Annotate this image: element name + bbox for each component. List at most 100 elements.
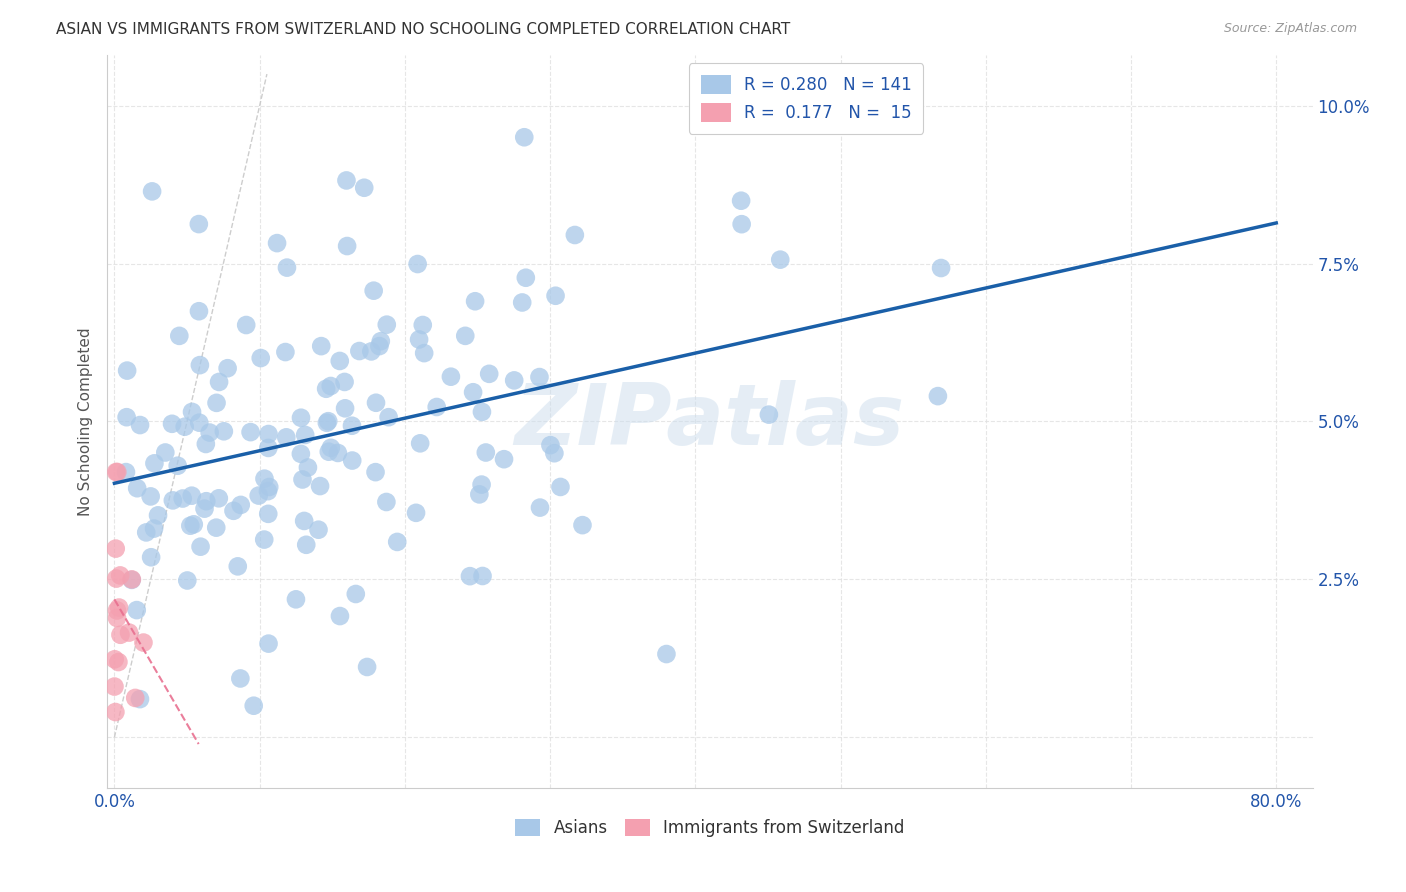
Point — [115, 410, 138, 425]
Point — [370, 334, 392, 349]
Text: Source: ZipAtlas.com: Source: ZipAtlas.com — [1223, 22, 1357, 36]
Point — [291, 473, 314, 487]
Point — [105, 611, 128, 625]
Point — [336, 239, 359, 253]
Point — [105, 465, 128, 479]
Point — [257, 637, 280, 651]
Point — [364, 396, 387, 410]
Point — [257, 480, 280, 494]
Point — [364, 465, 387, 479]
Point — [239, 425, 262, 439]
Point — [146, 508, 169, 523]
Point — [253, 533, 276, 547]
Point — [363, 284, 385, 298]
Point — [242, 698, 264, 713]
Point — [229, 498, 252, 512]
Point — [503, 373, 526, 387]
Point — [353, 180, 375, 194]
Point — [181, 405, 204, 419]
Point — [276, 430, 298, 444]
Point — [929, 260, 952, 275]
Point — [103, 680, 125, 694]
Point — [464, 294, 486, 309]
Point — [166, 458, 188, 473]
Point — [292, 514, 315, 528]
Point — [315, 416, 337, 430]
Point — [730, 217, 752, 231]
Point — [194, 437, 217, 451]
Point — [139, 490, 162, 504]
Point — [108, 568, 131, 582]
Point — [471, 405, 494, 419]
Point — [160, 417, 183, 431]
Point — [195, 494, 218, 508]
Point — [104, 652, 127, 666]
Point — [461, 385, 484, 400]
Point — [115, 363, 138, 377]
Point — [468, 487, 491, 501]
Point — [375, 495, 398, 509]
Point — [141, 185, 163, 199]
Point — [329, 609, 352, 624]
Point — [162, 493, 184, 508]
Point — [543, 446, 565, 460]
Point — [375, 318, 398, 332]
Point — [730, 194, 752, 208]
Point — [118, 625, 141, 640]
Point — [368, 339, 391, 353]
Point — [105, 603, 128, 617]
Point — [409, 436, 432, 450]
Legend: Asians, Immigrants from Switzerland: Asians, Immigrants from Switzerland — [508, 811, 912, 846]
Point — [309, 339, 332, 353]
Point — [107, 655, 129, 669]
Point — [471, 569, 494, 583]
Text: ZIPatlas: ZIPatlas — [515, 380, 905, 463]
Point — [758, 408, 780, 422]
Point — [257, 484, 280, 499]
Point — [143, 522, 166, 536]
Text: ASIAN VS IMMIGRANTS FROM SWITZERLAND NO SCHOOLING COMPLETED CORRELATION CHART: ASIAN VS IMMIGRANTS FROM SWITZERLAND NO … — [56, 22, 790, 37]
Point — [143, 456, 166, 470]
Point — [413, 346, 436, 360]
Y-axis label: No Schooling Completed: No Schooling Completed — [79, 327, 93, 516]
Point — [257, 427, 280, 442]
Point — [294, 428, 316, 442]
Point — [135, 525, 157, 540]
Point — [121, 573, 143, 587]
Point — [316, 414, 339, 428]
Point — [319, 379, 342, 393]
Point — [205, 396, 228, 410]
Point — [132, 635, 155, 649]
Point — [295, 538, 318, 552]
Point — [127, 481, 149, 495]
Point — [405, 506, 427, 520]
Point — [340, 418, 363, 433]
Point — [458, 569, 481, 583]
Point — [315, 382, 337, 396]
Point — [257, 441, 280, 455]
Point — [475, 445, 498, 459]
Point — [538, 438, 561, 452]
Point — [342, 453, 364, 467]
Point — [169, 329, 191, 343]
Point — [115, 465, 138, 479]
Point — [290, 447, 312, 461]
Point — [333, 401, 356, 416]
Point — [104, 705, 127, 719]
Point — [308, 523, 330, 537]
Point — [208, 491, 231, 506]
Point — [226, 559, 249, 574]
Point — [529, 500, 551, 515]
Point — [205, 521, 228, 535]
Point — [155, 445, 177, 459]
Point — [217, 361, 239, 376]
Point — [326, 446, 349, 460]
Point — [172, 491, 194, 506]
Point — [229, 672, 252, 686]
Point — [333, 375, 356, 389]
Point — [110, 628, 132, 642]
Point — [180, 489, 202, 503]
Point — [360, 344, 382, 359]
Point — [412, 318, 434, 332]
Point — [571, 518, 593, 533]
